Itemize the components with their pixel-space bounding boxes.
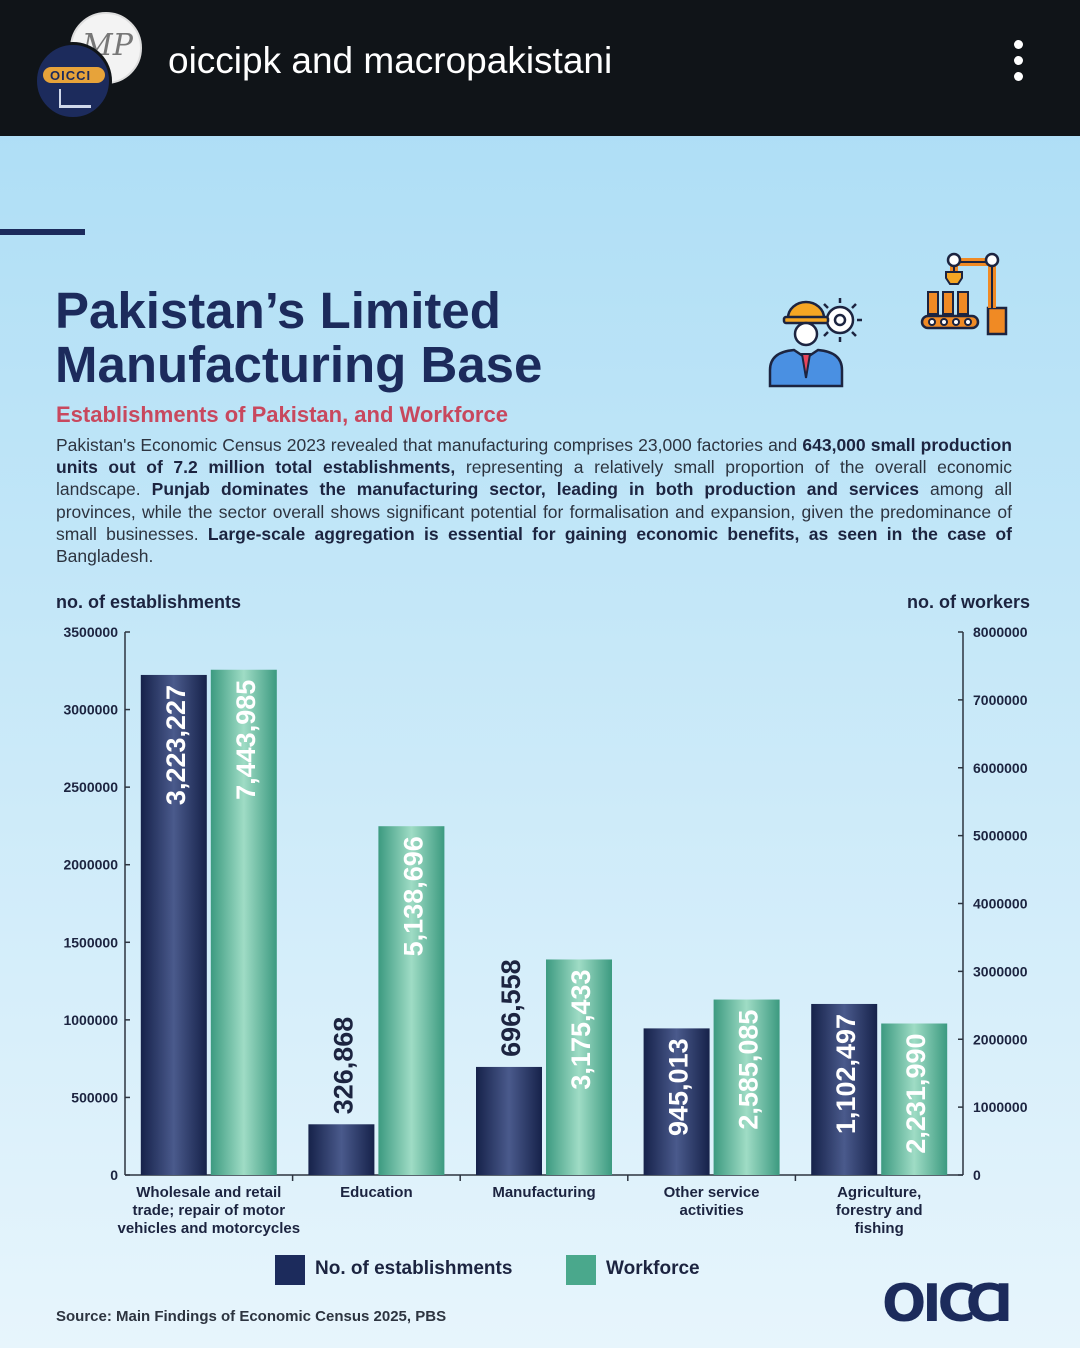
accent-bar [0, 229, 85, 235]
y-axis-right-label: no. of workers [906, 592, 1030, 612]
y-left-tick-label: 3500000 [63, 624, 118, 640]
category-label: Agriculture, forestry and fishing [769, 1184, 989, 1238]
legend-label-establishments: No. of establishments [315, 1258, 513, 1279]
category-label: Education [266, 1184, 486, 1202]
category-label-line: activities [679, 1202, 744, 1219]
bar-value-label: 3,223,227 [161, 685, 191, 805]
bar-establishments [308, 1124, 375, 1175]
bar-workforce [378, 826, 445, 1175]
y-left-tick-label: 1000000 [63, 1012, 118, 1028]
bar-workforce [881, 1023, 948, 1175]
y-right-tick-label: 1000000 [973, 1099, 1028, 1115]
bar-value-label: 945,013 [664, 1038, 694, 1136]
robot-arm-icon [920, 252, 1008, 336]
category-label-line: forestry and [835, 1202, 923, 1219]
bar-workforce [210, 669, 277, 1175]
category-label-line: Wholesale and retail [136, 1184, 282, 1201]
avatar-front-text: OICCI [50, 68, 92, 83]
y-left-tick-label: 500000 [71, 1089, 118, 1105]
description-segment: Bangladesh. [56, 546, 154, 567]
title-line-2: Manufacturing Base [55, 336, 543, 393]
y-right-tick-label: 7000000 [973, 692, 1028, 708]
category-label: Wholesale and retail trade; repair of mot… [99, 1184, 319, 1238]
category-label-line: Other service [663, 1184, 760, 1201]
y-right-tick-label: 3000000 [973, 963, 1028, 979]
title-line-1: Pakistan’s Limited [55, 282, 501, 339]
source-note: Source: Main Findings of Economic Census… [56, 1308, 447, 1325]
ship-icon [59, 89, 91, 108]
bar-establishments [476, 1066, 542, 1175]
bar-value-label: 326,868 [328, 1017, 358, 1115]
bar-value-label: 1,102,497 [831, 1014, 861, 1134]
category-label-line: vehicles and motorcycles [117, 1220, 301, 1237]
y-left-tick-label: 2500000 [63, 779, 118, 795]
description-segment: Large-scale aggregation is essential for… [207, 523, 1012, 544]
y-right-tick-label: 8000000 [973, 624, 1028, 640]
oiccipk-avatar[interactable]: OICCI [34, 42, 112, 120]
app-header: MP OICCI oiccipk and macropakistani [0, 0, 1080, 136]
bar-value-label: 7,443,985 [231, 680, 261, 800]
legend-label-workforce: Workforce [606, 1258, 700, 1279]
bar-value-label: 696,558 [496, 959, 526, 1057]
y-left-tick-label: 3000000 [63, 702, 118, 718]
bar-establishments [811, 1003, 878, 1175]
y-right-tick-label: 5000000 [973, 828, 1028, 844]
description-segment: among all provinces, while the sector ov… [56, 479, 1012, 544]
chart-subtitle: Establishments of Pakistan, and Workforc… [56, 402, 508, 427]
category-label: Manufacturing [434, 1184, 654, 1202]
bar-workforce [546, 959, 612, 1175]
bar-workforce [713, 999, 780, 1175]
bar-value-label: 5,138,696 [398, 836, 428, 956]
category-label-line: Agriculture, [837, 1184, 922, 1201]
description-segment: representing a relatively small proporti… [56, 457, 1012, 500]
bar-value-label: 2,585,085 [734, 1010, 764, 1130]
legend-swatch-establishments [275, 1255, 305, 1285]
category-label-line: fishing [854, 1220, 904, 1237]
category-label-line: trade; repair of motor [132, 1202, 286, 1219]
legend-swatch-workforce [566, 1255, 596, 1285]
y-left-tick-label: 1500000 [63, 934, 118, 950]
y-right-tick-label: 0 [973, 1167, 981, 1183]
category-label-line: Manufacturing [492, 1184, 596, 1201]
y-right-tick-label: 6000000 [973, 760, 1028, 776]
bar-establishments [643, 1028, 710, 1175]
account-name[interactable]: oiccipk and macropakistani [168, 40, 613, 81]
profile-avatars[interactable]: MP OICCI [34, 12, 142, 120]
bar-value-label: 3,175,433 [566, 969, 596, 1089]
description-paragraph: Pakistan's Economic Census 2023 revealed… [56, 434, 1012, 567]
more-options-icon[interactable] [1008, 40, 1028, 88]
y-right-tick-label: 4000000 [973, 896, 1028, 912]
y-left-tick-label: 0 [110, 1167, 118, 1183]
description-segment: Punjab dominates the manufacturing secto… [151, 479, 919, 500]
category-label: Other service activities [602, 1184, 822, 1220]
avatar-band [43, 67, 105, 83]
description-segment: 643,000 small production units out of 7.… [56, 435, 1012, 478]
y-left-tick-label: 2000000 [63, 857, 118, 873]
category-label-line: Education [340, 1184, 413, 1201]
description-segment: Pakistan's Economic Census 2023 revealed… [56, 435, 803, 455]
page-title: Pakistan’s Limited Manufacturing Base [55, 284, 542, 392]
bar-chart: 0 500000 1000000 1500000 2000000 2500000 30000… [63, 624, 1028, 1183]
y-right-tick-label: 2000000 [973, 1031, 1028, 1047]
worker-gear-icon [768, 298, 862, 388]
bar-establishments [140, 674, 207, 1175]
bar-value-label: 2,231,990 [901, 1034, 931, 1154]
oicci-logo: OICCI [882, 1274, 1013, 1334]
y-axis-left-label: no. of establishments [56, 592, 242, 612]
